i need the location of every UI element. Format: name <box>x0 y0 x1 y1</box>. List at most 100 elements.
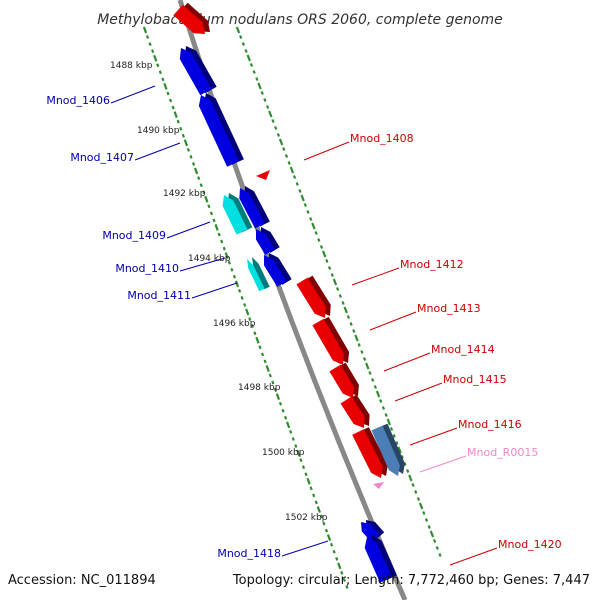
gene-arrow-mnod-1416[interactable] <box>352 427 388 478</box>
ruler-tick <box>248 317 252 321</box>
gene-arrow-partial[interactable] <box>173 2 210 34</box>
ruler-tick <box>278 138 284 146</box>
ruler-tick <box>197 176 201 180</box>
ruler-tick <box>301 465 306 470</box>
ruler-tick <box>271 380 275 385</box>
gene-label-mnod_1413[interactable]: Mnod_1413 <box>417 302 481 315</box>
ruler-tick <box>392 434 396 438</box>
gene-label-mnod_1406[interactable]: Mnod_1406 <box>46 94 110 107</box>
ruler-tick <box>250 324 254 329</box>
ruler-tick <box>368 371 372 375</box>
gene-arrow-mnod-1412[interactable] <box>296 275 331 318</box>
map-title: Methylobacterium nodulans ORS 2060, comp… <box>97 12 503 28</box>
ruler-tick <box>168 98 173 103</box>
gene-label-mnod_1410[interactable]: Mnod_1410 <box>115 262 179 275</box>
ruler-tick <box>181 133 185 138</box>
gene-arrow-mnod-1411b[interactable] <box>247 257 270 292</box>
ruler-tick <box>354 334 359 342</box>
gene-arrow-mnod-1415[interactable] <box>340 394 370 428</box>
ruler-tick <box>161 77 165 82</box>
ruler-tick <box>299 458 303 462</box>
ruler-tick <box>319 514 323 519</box>
gene-leader-line <box>134 142 181 161</box>
genome-backbone <box>177 0 408 600</box>
ruler-tick <box>282 147 286 151</box>
gene-arrow-mnod-1414[interactable] <box>329 362 359 398</box>
ruler-tick <box>311 222 316 230</box>
ruler-tick <box>275 393 281 401</box>
rna-marker <box>373 482 384 489</box>
ruler-tick <box>314 500 318 505</box>
gene-label-mnod_1418[interactable]: Mnod_1418 <box>217 547 281 560</box>
ruler-tick <box>289 166 295 174</box>
gene-arrow-mnod-1409[interactable] <box>222 193 253 235</box>
gene-arrow-mnod-1407[interactable] <box>198 93 244 167</box>
gene-label-mnod_1412[interactable]: Mnod_1412 <box>400 258 464 271</box>
ruler-tick <box>258 345 262 350</box>
gene-label-mnod_1409[interactable]: Mnod_1409 <box>102 229 166 242</box>
genome-summary: Topology: circular; Length: 7,772,460 bp… <box>232 573 590 588</box>
ruler-tick <box>158 70 162 75</box>
ruler-tick <box>260 352 265 357</box>
ruler-tick <box>263 359 267 364</box>
ruler-tick <box>268 110 273 118</box>
ruler-tick <box>244 49 248 53</box>
gene-label-mnod_1415[interactable]: Mnod_1415 <box>443 373 507 386</box>
ruler-tick <box>438 553 442 557</box>
ruler-tick <box>295 182 299 186</box>
ruler-tick <box>199 183 203 188</box>
ruler-tick <box>284 415 288 420</box>
ruler-tick <box>245 308 250 316</box>
ruler-tick <box>173 111 178 118</box>
kbp-scale-label: 1502 kbp <box>285 513 328 523</box>
ruler-tick <box>230 267 234 272</box>
ruler-tick <box>166 91 170 96</box>
gene-label-mnod_1407[interactable]: Mnod_1407 <box>70 151 134 164</box>
ruler-tick <box>273 387 277 392</box>
ruler-tick <box>365 362 370 370</box>
gene-leader-line <box>409 427 458 446</box>
gene-arrow-mnod-1406[interactable] <box>179 46 217 96</box>
gene-arrow-mnod-1413[interactable] <box>312 316 350 365</box>
gene-label-mnod_1408[interactable]: Mnod_1408 <box>350 132 414 145</box>
gene-arrow-mnod-r0015[interactable] <box>371 423 405 476</box>
ruler-tick <box>217 232 221 237</box>
ruler-tick <box>317 238 321 242</box>
ruler-tick <box>384 413 388 417</box>
ruler-tick <box>395 441 399 445</box>
ruler-tick <box>416 497 421 501</box>
ruler-tick <box>193 167 199 175</box>
ruler-tick <box>429 530 435 538</box>
ruler-tick <box>257 82 262 90</box>
ruler-tick <box>292 175 297 179</box>
kbp-scale-label: 1492 kbp <box>163 189 206 199</box>
ruler-tick <box>263 98 267 102</box>
gene-label-mnod_1414[interactable]: Mnod_1414 <box>431 343 495 356</box>
ruler-tick <box>424 518 429 522</box>
ruler-tick <box>338 294 342 298</box>
ruler-tick <box>298 189 302 193</box>
gene-arrow-mnod-1409b[interactable] <box>239 186 270 229</box>
gene-arrow-mnod-1411[interactable] <box>264 253 292 287</box>
ruler-tick <box>252 70 256 74</box>
ruler-tick <box>360 350 364 354</box>
gene-label-mnod_1416[interactable]: Mnod_1416 <box>458 418 522 431</box>
gene-label-mnod_r0015[interactable]: Mnod_R0015 <box>467 446 538 459</box>
ruler-tick <box>324 528 329 533</box>
gene-leader-line <box>281 540 329 557</box>
ruler-tick <box>397 446 402 454</box>
ruler-tick <box>222 246 226 251</box>
ruler-tick <box>411 483 415 487</box>
gene-label-mnod_1411[interactable]: Mnod_1411 <box>127 289 191 302</box>
gene-label-mnod_1420[interactable]: Mnod_1420 <box>498 538 562 551</box>
ruler-tick <box>224 252 229 260</box>
ruler-tick <box>171 105 175 110</box>
kbp-scale-label: 1498 kbp <box>238 383 281 393</box>
gene-arrow-mnod-1410[interactable] <box>255 227 280 255</box>
ruler-tick <box>422 511 426 515</box>
gene-leader-line <box>369 311 417 331</box>
ruler-tick <box>289 430 293 434</box>
ruler-tick <box>379 399 383 403</box>
ruler-tick <box>314 231 318 235</box>
gene-arrow-mnod-1418[interactable] <box>364 535 397 583</box>
